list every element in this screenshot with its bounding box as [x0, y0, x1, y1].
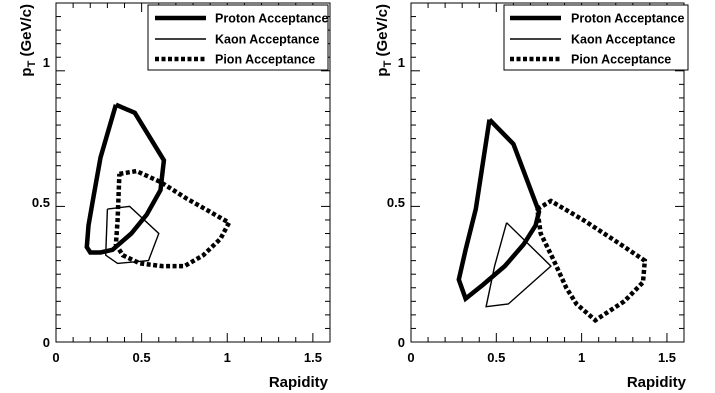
- legend-label-pion: Pion Acceptance: [571, 53, 671, 67]
- series-right: [456, 118, 648, 324]
- chart-right: 0 0.5 1 1.5 0 0.5 1 Rapidity pT (GeV/c) …: [374, 2, 689, 391]
- x-tick-label: 0.5: [133, 350, 151, 365]
- legend-left: Proton Acceptance Kaon Acceptance Pion A…: [147, 4, 329, 71]
- series-line-kaon: [104, 205, 160, 265]
- y-tick-label: 0.5: [387, 195, 405, 210]
- x-tick-label: 1: [578, 350, 585, 365]
- x-tick-label: 1.5: [304, 350, 322, 365]
- legend-label-proton: Proton Acceptance: [571, 12, 685, 26]
- y-tick-label: 0: [398, 335, 405, 350]
- y-tick-label: 0: [43, 335, 50, 350]
- x-tick-label: 1.5: [658, 350, 676, 365]
- legend-label-kaon: Kaon Acceptance: [571, 33, 675, 47]
- series-left: [84, 102, 233, 269]
- y-tick-label: 1: [43, 55, 50, 70]
- legend-label-pion: Pion Acceptance: [215, 53, 315, 67]
- ticklabels-left: 0 0.5 1 1.5 0 0.5 1: [32, 55, 322, 365]
- series-line-pion: [113, 168, 233, 269]
- y-tick-label: 1: [398, 55, 405, 70]
- chart-left: 0 0.5 1 1.5 0 0.5 1 Rapidity pT (GeV/c) …: [18, 2, 331, 391]
- x-tick-label: 1: [224, 350, 231, 365]
- x-tick-label: 0: [52, 350, 59, 365]
- series-line-kaon: [485, 222, 552, 308]
- series-line-pion: [535, 198, 648, 324]
- ticklabels-right: 0 0.5 1 1.5 0 0.5 1: [387, 55, 676, 365]
- x-tick-label: 0.5: [487, 350, 505, 365]
- legend-label-kaon: Kaon Acceptance: [215, 33, 319, 47]
- x-tick-label: 0: [407, 350, 414, 365]
- y-axis-label: pT (GeV/c): [374, 4, 394, 77]
- x-axis-label: Rapidity: [269, 374, 329, 391]
- y-axis-label: pT (GeV/c): [18, 4, 38, 77]
- legend-right: Proton Acceptance Kaon Acceptance Pion A…: [503, 4, 689, 71]
- x-axis-label: Rapidity: [627, 374, 687, 391]
- legend-label-proton: Proton Acceptance: [215, 12, 329, 26]
- series-line-proton: [456, 118, 542, 303]
- y-tick-label: 0.5: [32, 195, 50, 210]
